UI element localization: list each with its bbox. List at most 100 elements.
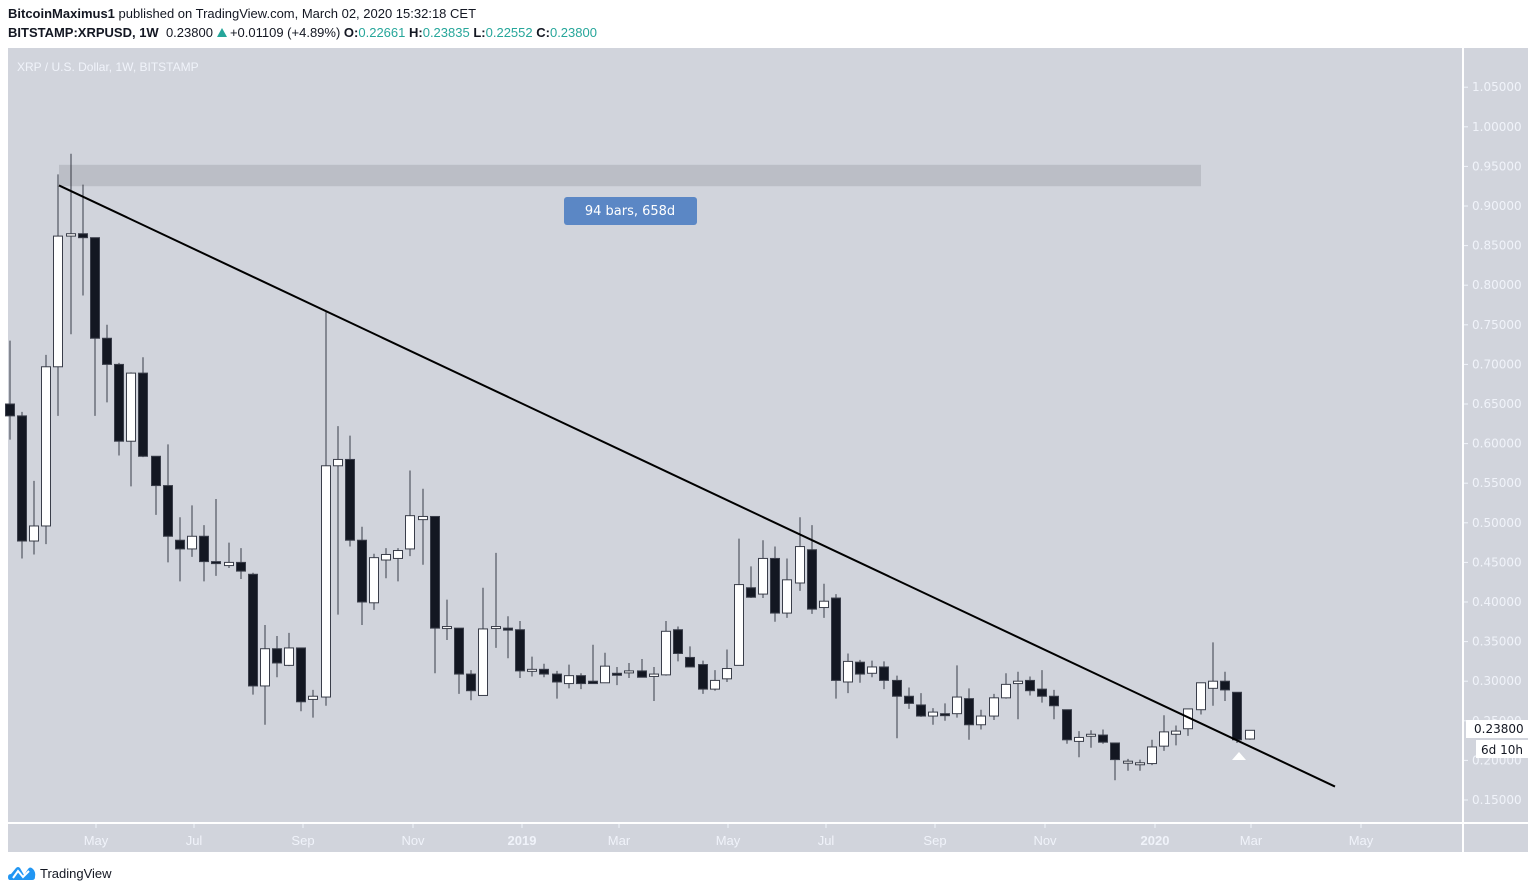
candle[interactable] — [1025, 676, 1035, 696]
candle[interactable] — [855, 659, 865, 683]
candle[interactable] — [1086, 730, 1096, 748]
candle[interactable] — [515, 621, 525, 679]
candle[interactable] — [503, 616, 513, 659]
candle[interactable] — [393, 548, 403, 582]
time-axis[interactable] — [8, 824, 1462, 852]
candle[interactable] — [576, 673, 586, 690]
candle[interactable] — [539, 663, 549, 678]
candle[interactable] — [357, 526, 367, 625]
candle[interactable] — [795, 517, 805, 591]
candle[interactable] — [1123, 758, 1133, 771]
resistance-zone[interactable] — [59, 164, 1201, 187]
candle[interactable] — [527, 656, 537, 677]
price-axis[interactable] — [1464, 48, 1528, 822]
candle[interactable] — [1074, 731, 1084, 758]
candle[interactable] — [151, 455, 161, 515]
candle[interactable] — [552, 670, 562, 699]
candle[interactable] — [782, 558, 792, 618]
candle[interactable] — [831, 594, 841, 699]
candle[interactable] — [66, 153, 76, 335]
candle[interactable] — [989, 693, 999, 721]
candle[interactable] — [637, 659, 647, 678]
candle[interactable] — [163, 444, 173, 563]
candle[interactable] — [843, 653, 853, 694]
candle[interactable] — [710, 670, 720, 691]
candle[interactable] — [272, 636, 282, 678]
candle[interactable] — [333, 426, 343, 615]
candle[interactable] — [1159, 715, 1169, 751]
candle[interactable] — [564, 664, 574, 689]
candle[interactable] — [454, 627, 464, 694]
candle[interactable] — [175, 517, 185, 582]
candle[interactable] — [260, 624, 270, 725]
candle[interactable] — [624, 662, 634, 679]
candle[interactable] — [964, 688, 974, 740]
candle[interactable] — [53, 174, 63, 416]
candlestick-series[interactable] — [5, 153, 1255, 781]
candle[interactable] — [78, 184, 88, 296]
candle[interactable] — [381, 548, 391, 579]
candle[interactable] — [819, 583, 829, 618]
candle[interactable] — [466, 670, 476, 701]
candle[interactable] — [758, 540, 768, 599]
candle[interactable] — [734, 538, 744, 666]
candle[interactable] — [321, 312, 331, 706]
candle[interactable] — [879, 661, 889, 690]
candle[interactable] — [1001, 673, 1011, 699]
chart-pane[interactable] — [8, 48, 1462, 822]
candle[interactable] — [1049, 689, 1059, 720]
candle[interactable] — [1110, 742, 1120, 781]
candle[interactable] — [673, 626, 683, 662]
candle[interactable] — [1220, 671, 1230, 701]
candle[interactable] — [236, 548, 246, 580]
candle[interactable] — [649, 666, 659, 701]
candle[interactable] — [102, 324, 112, 403]
candle[interactable] — [442, 599, 452, 641]
candle[interactable] — [1147, 739, 1157, 766]
candle[interactable] — [430, 515, 440, 674]
candle[interactable] — [126, 372, 136, 487]
candle[interactable] — [308, 689, 318, 718]
candle[interactable] — [29, 480, 39, 555]
candle[interactable] — [612, 666, 622, 686]
candle[interactable] — [1037, 670, 1047, 703]
candle[interactable] — [296, 647, 306, 712]
candle[interactable] — [1062, 709, 1072, 744]
candle[interactable] — [224, 542, 234, 568]
trendline[interactable] — [58, 184, 1336, 788]
candle[interactable] — [90, 237, 100, 416]
candle[interactable] — [698, 660, 708, 694]
candle[interactable] — [1232, 691, 1242, 743]
candle[interactable] — [770, 546, 780, 622]
candle[interactable] — [867, 660, 877, 678]
candle[interactable] — [478, 587, 488, 696]
candle[interactable] — [685, 646, 695, 668]
candle[interactable] — [916, 693, 926, 717]
candle[interactable] — [138, 357, 148, 458]
candle[interactable] — [928, 708, 938, 725]
candle[interactable] — [661, 621, 671, 676]
candle[interactable] — [199, 525, 209, 582]
candle[interactable] — [405, 470, 415, 557]
candle[interactable] — [284, 632, 294, 667]
author-name[interactable]: BitcoinMaximus1 — [8, 6, 115, 21]
candle[interactable] — [491, 552, 501, 648]
candle[interactable] — [1196, 682, 1206, 715]
candle[interactable] — [1171, 725, 1181, 746]
candle[interactable] — [1098, 729, 1108, 744]
candle[interactable] — [211, 499, 221, 576]
candle[interactable] — [345, 435, 355, 547]
candle[interactable] — [892, 675, 902, 739]
candle[interactable] — [1135, 759, 1145, 771]
candle[interactable] — [588, 644, 598, 685]
candle[interactable] — [5, 340, 15, 440]
candle[interactable] — [248, 572, 258, 695]
candle[interactable] — [1245, 729, 1255, 740]
candle[interactable] — [746, 566, 756, 599]
candle[interactable] — [114, 362, 124, 456]
candle[interactable] — [600, 652, 610, 684]
candle[interactable] — [369, 553, 379, 610]
candle[interactable] — [1208, 642, 1218, 706]
candle[interactable] — [187, 505, 197, 557]
